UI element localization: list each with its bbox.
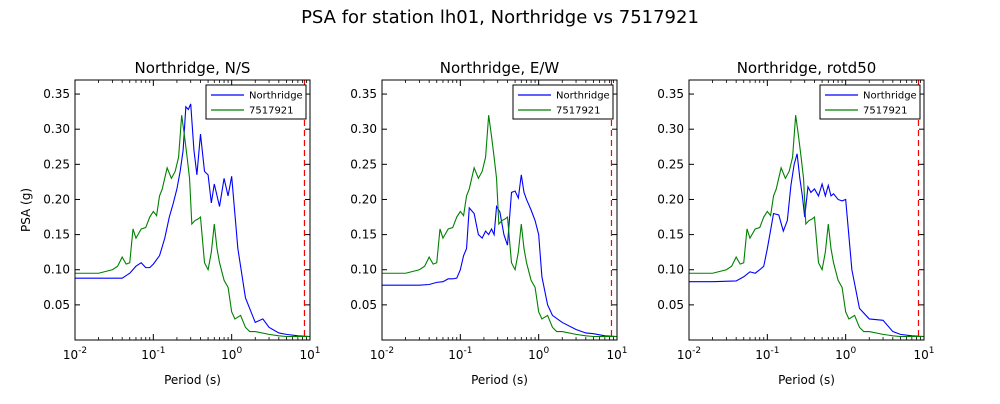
y-tick-label: 0.15 <box>43 228 70 242</box>
y-tick-label: 0.35 <box>350 87 377 101</box>
legend-label: Northridge <box>556 91 610 102</box>
chart-panel-2: 0.05 0.10 0.15 0.20 0.25 0.30 0.35 10-2 10-1 100 1… <box>350 59 627 387</box>
x-tick-label: 101 <box>299 346 320 362</box>
y-tick-label: 0.20 <box>350 192 377 206</box>
plot-frame <box>381 79 618 341</box>
plot-frame <box>74 79 311 341</box>
x-tick-label: 100 <box>528 346 549 362</box>
legend-box <box>819 84 921 120</box>
y-tick-label: 0.35 <box>43 87 70 101</box>
panel-title: Northridge, N/S <box>135 59 251 77</box>
plot-frame <box>688 79 925 341</box>
x-tick-label: 10-1 <box>448 346 472 362</box>
y-tick-label: 0.10 <box>43 263 70 277</box>
x-tick-label: 10-1 <box>755 346 779 362</box>
y-tick-label: 0.30 <box>350 122 377 136</box>
y-tick-label: 0.25 <box>657 157 684 171</box>
legend-label: Northridge <box>863 91 917 102</box>
legend-label: 7517921 <box>556 106 601 117</box>
x-tick-label: 10-2 <box>370 346 394 362</box>
x-tick-label: 100 <box>221 346 242 362</box>
y-tick-label: 0.25 <box>350 157 377 171</box>
y-tick-label: 0.30 <box>657 122 684 136</box>
x-tick-label: 101 <box>913 346 934 362</box>
y-tick-label: 0.15 <box>657 228 684 242</box>
y-tick-label: 0.35 <box>657 87 684 101</box>
y-tick-label: 0.10 <box>350 263 377 277</box>
figure-title: PSA for station lh01, Northridge vs 7517… <box>301 7 699 28</box>
y-tick-label: 0.30 <box>43 122 70 136</box>
series-line-7517921 <box>75 115 310 338</box>
y-tick-label: 0.05 <box>350 298 377 312</box>
legend-box <box>512 84 614 120</box>
legend: Northridge 7517921 <box>819 84 921 120</box>
series-line-northridge <box>75 103 310 338</box>
legend: Northridge 7517921 <box>512 84 614 120</box>
x-axis-label: Period (s) <box>471 373 528 387</box>
chart-panel-1: 0.05 0.10 0.15 0.20 0.25 0.30 0.35 10-2 10-1 100 1… <box>19 59 321 387</box>
series-line-7517921 <box>382 115 617 338</box>
x-axis-label: Period (s) <box>778 373 835 387</box>
x-axis-label: Period (s) <box>164 373 221 387</box>
y-tick-label: 0.20 <box>657 192 684 206</box>
legend-label: 7517921 <box>863 106 908 117</box>
x-tick-label: 101 <box>606 346 627 362</box>
series-line-7517921 <box>689 115 924 338</box>
chart-panel-3: 0.05 0.10 0.15 0.20 0.25 0.30 0.35 10-2 10-1 100 1… <box>657 59 934 387</box>
legend-label: Northridge <box>249 91 303 102</box>
panel-title: Northridge, rotd50 <box>737 59 877 77</box>
legend-box <box>205 84 307 120</box>
x-tick-label: 10-1 <box>141 346 165 362</box>
y-axis-label: PSA (g) <box>19 188 33 232</box>
y-tick-label: 0.20 <box>43 192 70 206</box>
y-tick-label: 0.25 <box>43 157 70 171</box>
y-tick-label: 0.10 <box>657 263 684 277</box>
y-tick-label: 0.05 <box>43 298 70 312</box>
legend-label: 7517921 <box>249 106 294 117</box>
x-tick-label: 100 <box>835 346 856 362</box>
series-line-northridge <box>689 153 924 338</box>
y-tick-label: 0.15 <box>350 228 377 242</box>
x-tick-label: 10-2 <box>677 346 701 362</box>
series-line-northridge <box>382 174 617 338</box>
legend: Northridge 7517921 <box>205 84 307 120</box>
x-tick-label: 10-2 <box>63 346 87 362</box>
panel-title: Northridge, E/W <box>440 59 560 77</box>
y-tick-label: 0.05 <box>657 298 684 312</box>
